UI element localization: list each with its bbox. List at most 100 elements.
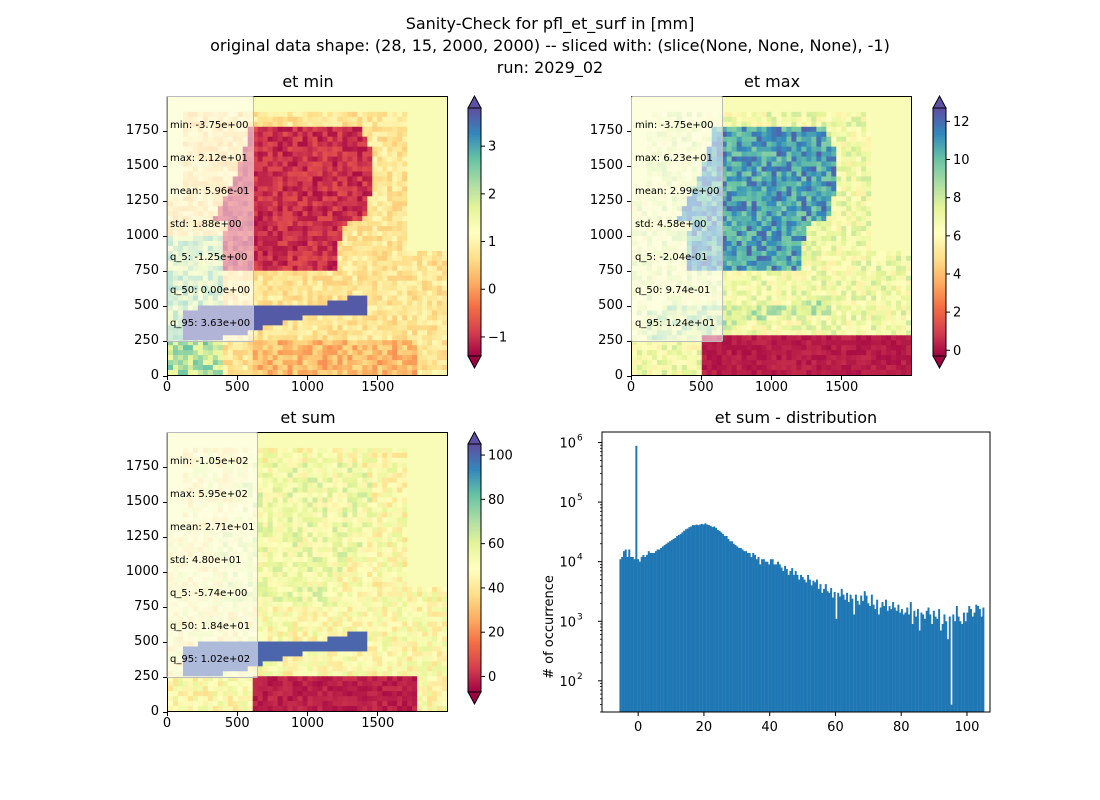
heatmap-cell: [432, 280, 438, 287]
heatmap-cell: [861, 201, 867, 207]
heatmap-cell: [277, 196, 284, 202]
heatmap-cell: [352, 330, 358, 336]
heatmap-cell: [332, 325, 338, 331]
colorbar-segment: [468, 277, 481, 281]
heatmap-cell: [432, 295, 438, 302]
heatmap-cell: [362, 290, 368, 297]
heatmap-cell: [791, 176, 798, 182]
heatmap-cell: [272, 265, 279, 272]
heatmap-cell: [746, 146, 753, 153]
heatmap-cell: [801, 196, 807, 202]
heatmap-cell: [262, 191, 269, 197]
heatmap-cell: [422, 290, 428, 297]
heatmap-cell: [372, 176, 378, 182]
heatmap-cell: [367, 101, 373, 108]
heatmap-cell: [357, 97, 363, 103]
heatmap-cell: [901, 101, 907, 108]
heatmap-cell: [427, 265, 433, 272]
heatmap-cell: [357, 355, 363, 361]
heatmap-cell: [207, 350, 214, 356]
heatmap-cell: [806, 236, 812, 242]
heatmap-cell: [367, 231, 373, 237]
heatmap-cell: [302, 226, 309, 232]
heatmap-cell: [352, 166, 358, 173]
heatmap-cell: [317, 191, 324, 197]
heatmap-cell: [337, 295, 343, 302]
heatmap-cell: [721, 151, 728, 158]
heatmap-cell: [172, 350, 179, 356]
heatmap-cell: [372, 365, 378, 371]
heatmap-cell: [372, 275, 378, 282]
heatmap-cell: [851, 240, 857, 247]
heatmap-cell: [382, 340, 388, 346]
heatmap-cell: [287, 161, 294, 168]
heatmap-cell: [841, 211, 847, 217]
heatmap-cell: [886, 186, 892, 192]
heatmap-cell: [387, 260, 393, 267]
heatmap-cell: [332, 315, 338, 321]
heatmap-cell: [282, 97, 289, 103]
heatmap-cell: [397, 285, 403, 292]
heatmap-cell: [721, 186, 728, 192]
heatmap-cell: [322, 121, 329, 128]
heatmap-cell: [282, 186, 289, 192]
heatmap-cell: [791, 156, 798, 163]
heatmap-cell: [337, 121, 343, 128]
heatmap-cell: [337, 186, 343, 192]
heatmap-cell: [726, 181, 733, 187]
heatmap-cell: [412, 106, 418, 113]
heatmap-cell: [287, 146, 294, 153]
heatmap-cell: [262, 370, 269, 375]
heatmap-cell: [302, 330, 309, 336]
heatmap-cell: [831, 226, 837, 232]
heatmap-cell: [906, 151, 911, 158]
heatmap-cell: [771, 216, 778, 222]
heatmap-cell: [397, 161, 403, 168]
heatmap-cell: [721, 101, 728, 108]
heatmap-cell: [422, 325, 428, 331]
heatmap-cell: [771, 151, 778, 158]
heatmap-cell: [212, 340, 219, 346]
heatmap-cell: [287, 226, 294, 232]
heatmap-cell: [836, 166, 842, 173]
heatmap-cell: [342, 295, 348, 302]
heatmap-cell: [332, 136, 338, 143]
heatmap-cell: [327, 325, 334, 331]
heatmap-cell: [347, 330, 353, 336]
heatmap-cell: [891, 131, 897, 138]
heatmap-cell: [437, 260, 443, 267]
heatmap-cell: [232, 345, 239, 351]
heatmap-cell: [816, 240, 822, 247]
heatmap-cell: [741, 236, 748, 242]
heatmap-cell: [267, 176, 274, 182]
heatmap-cell: [731, 221, 738, 227]
colorbar-segment: [468, 161, 481, 165]
heatmap-cell: [307, 151, 314, 158]
heatmap-cell: [761, 181, 768, 187]
heatmap-cell: [836, 121, 842, 128]
heatmap-cell: [422, 345, 428, 351]
heatmap-cell: [382, 196, 388, 202]
heatmap-cell: [766, 106, 773, 113]
heatmap-cell: [387, 191, 393, 197]
heatmap-cell: [836, 141, 842, 148]
stat-mean: mean: 5.96e-01: [170, 186, 250, 197]
heatmap-cell: [432, 151, 438, 158]
heatmap-cell: [871, 226, 877, 232]
heatmap-cell: [442, 255, 447, 262]
heatmap-cell: [372, 146, 378, 153]
heatmap-cell: [876, 191, 882, 197]
heatmap-cell: [367, 201, 373, 207]
heatmap-cell: [287, 101, 294, 108]
heatmap-cell: [761, 116, 768, 123]
heatmap-cell: [412, 221, 418, 227]
heatmap-cell: [417, 176, 423, 182]
heatmap-cell: [317, 181, 324, 187]
heatmap-cell: [362, 196, 368, 202]
heatmap-cell: [801, 116, 807, 123]
heatmap-cell: [272, 116, 279, 123]
heatmap-cell: [402, 231, 408, 237]
heatmap-cell: [831, 231, 837, 237]
heatmap-cell: [831, 221, 837, 227]
